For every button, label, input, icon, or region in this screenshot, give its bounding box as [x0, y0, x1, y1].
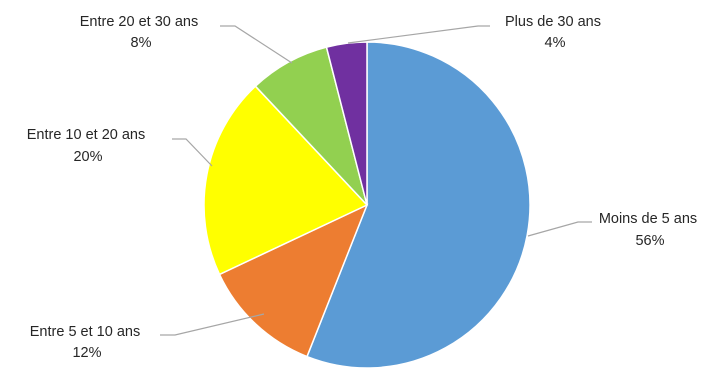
slice-label-moins-de-5-ans: Moins de 5 ans: [599, 211, 697, 227]
slice-percent-entre-5-et-10-ans: 12%: [72, 345, 101, 361]
pie-slice-plus-de-30-ans: [325, 41, 368, 206]
slice-label-entre-10-et-20-ans: Entre 10 et 20 ans: [27, 127, 146, 143]
leader-lines: [160, 25, 592, 336]
leader-line-entre-5-et-10-ans: [160, 313, 265, 336]
slice-percent-entre-20-et-30-ans: 8%: [131, 35, 152, 51]
svg-text:Moins de 5 ans 56%: Moins de 5 ans 56%: [599, 211, 701, 249]
leader-line-entre-20-et-30-ans: [220, 25, 293, 64]
leader-line-plus-de-30-ans: [347, 25, 490, 44]
slice-label-plus-de-30-ans: Plus de 30 ans: [505, 14, 601, 30]
svg-text:Entre 5 et 10 ans 12%: Entre 5 et 10 ans 12%: [30, 324, 144, 361]
svg-text:Entre 10 et 20 ans 20%: Entre 10 et 20 ans 20%: [27, 127, 150, 165]
pie-slice-entre-5-et-10-ans: [218, 203, 369, 358]
leader-line-entre-10-et-20-ans: [172, 138, 213, 167]
slice-labels: Moins de 5 ans 56% Entre 5 et 10 ans 12%…: [27, 14, 701, 361]
slice-percent-plus-de-30-ans: 4%: [545, 35, 566, 51]
slice-percent-moins-de-5-ans: 56%: [635, 233, 664, 249]
pie-slice-entre-10-et-20-ans: [203, 85, 369, 276]
slice-label-entre-5-et-10-ans: Entre 5 et 10 ans: [30, 324, 140, 340]
svg-text:Entre 20 et 30 ans 8%: Entre 20 et 30 ans 8%: [80, 14, 203, 51]
slice-percent-entre-10-et-20-ans: 20%: [73, 149, 102, 165]
svg-text:Plus de 30 ans 4%: Plus de 30 ans 4%: [505, 14, 605, 51]
leader-line-moins-de-5-ans: [527, 221, 592, 237]
slice-label-entre-20-et-30-ans: Entre 20 et 30 ans: [80, 14, 199, 30]
pie-slices: [203, 41, 531, 369]
pie-slice-moins-de-5-ans: [306, 41, 531, 369]
